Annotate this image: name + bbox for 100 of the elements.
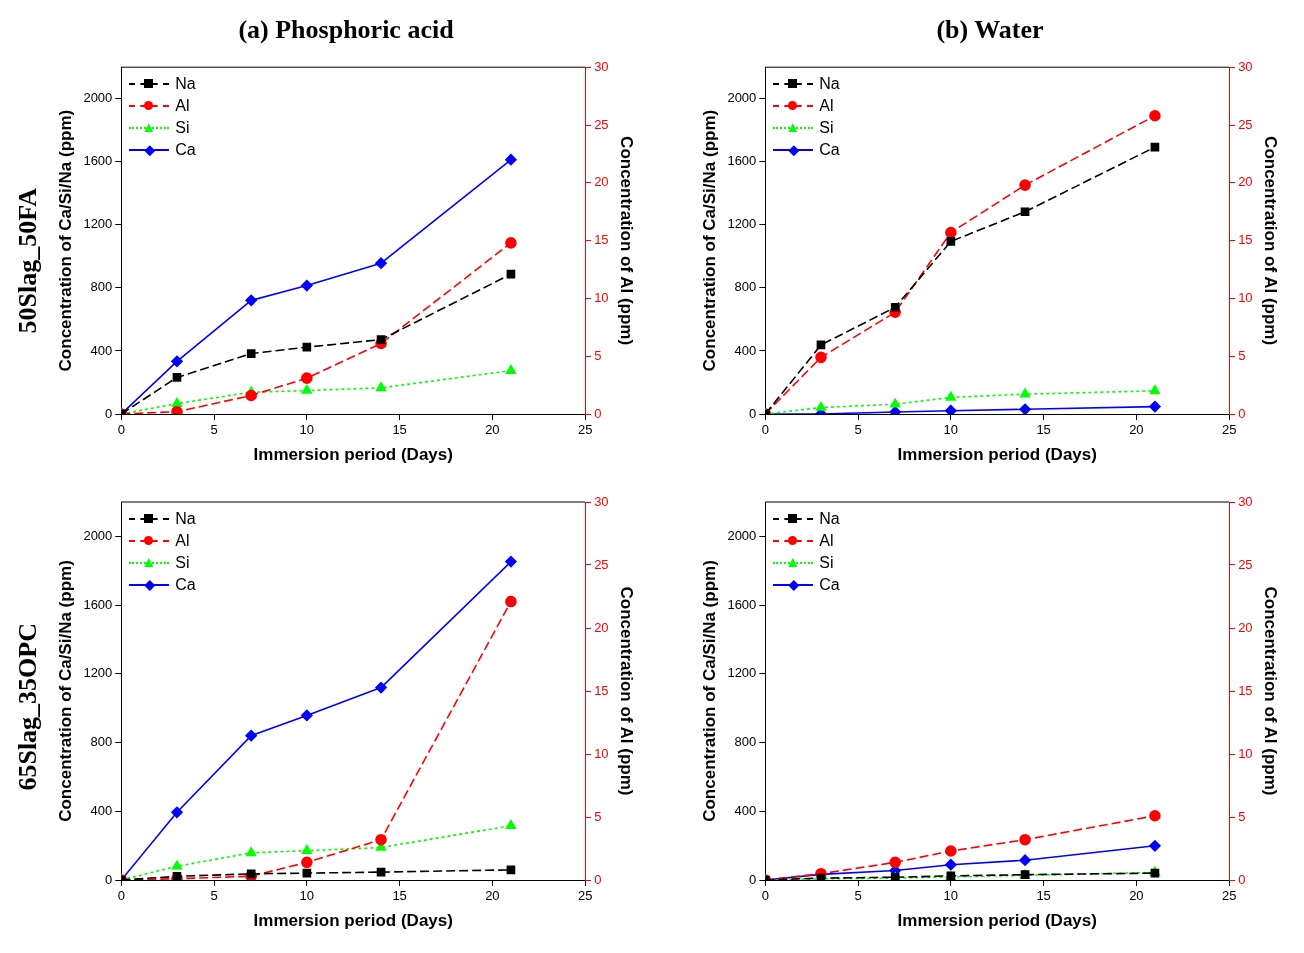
x-tick-label: 20 bbox=[485, 422, 500, 438]
legend-label: Na bbox=[175, 74, 196, 95]
x-tick-label: 10 bbox=[299, 422, 315, 438]
y2-tick-label: 10 bbox=[1238, 289, 1253, 305]
y-tick-label: 800 bbox=[734, 734, 757, 750]
y-tick-label: 0 bbox=[749, 871, 757, 887]
y2-tick-label: 30 bbox=[594, 58, 609, 74]
y-axis-title: Concentration of Ca/Si/Na (ppm) bbox=[699, 560, 719, 822]
x-tick-label: 5 bbox=[210, 422, 218, 438]
y-tick-label: 400 bbox=[734, 342, 757, 358]
chart-title: (b) Water bbox=[936, 15, 1044, 45]
y2-tick-label: 20 bbox=[594, 174, 609, 190]
legend-label: Al bbox=[819, 96, 834, 117]
y2-tick-label: 0 bbox=[594, 405, 602, 421]
x-axis-title: Immersion period (Days) bbox=[253, 911, 453, 931]
x-tick-label: 20 bbox=[485, 888, 500, 904]
x-tick-label: 15 bbox=[1036, 422, 1051, 438]
y2-tick-label: 10 bbox=[594, 289, 609, 305]
y2-tick-label: 20 bbox=[594, 619, 609, 635]
x-tick-label: 25 bbox=[577, 422, 593, 438]
y2-axis-title: Concentration of Al (ppm) bbox=[617, 136, 637, 346]
y-tick-label: 800 bbox=[90, 279, 113, 295]
legend-label: Ca bbox=[819, 575, 840, 595]
x-axis-title: Immersion period (Days) bbox=[897, 445, 1097, 465]
y2-tick-label: 15 bbox=[594, 682, 609, 698]
y-tick-label: 2000 bbox=[727, 527, 757, 543]
legend-label: Si bbox=[819, 118, 834, 139]
legend-label: Al bbox=[819, 531, 834, 551]
legend-label: Al bbox=[175, 96, 190, 117]
x-tick-label: 20 bbox=[1129, 422, 1144, 438]
y-tick-label: 0 bbox=[105, 405, 113, 421]
y2-tick-label: 5 bbox=[594, 347, 602, 363]
y-tick-label: 0 bbox=[105, 871, 113, 887]
legend-label: Si bbox=[819, 553, 834, 573]
y2-tick-label: 20 bbox=[1238, 619, 1253, 635]
y2-tick-label: 0 bbox=[1238, 405, 1246, 421]
y-tick-label: 1600 bbox=[727, 153, 757, 169]
legend-label: Si bbox=[175, 118, 190, 139]
legend-label: Na bbox=[175, 509, 196, 529]
x-tick-label: 20 bbox=[1129, 888, 1144, 904]
x-tick-label: 15 bbox=[392, 422, 407, 438]
legend-label: Na bbox=[819, 74, 840, 95]
text: 50Slag_50FA bbox=[13, 188, 43, 334]
x-tick-label: 0 bbox=[761, 888, 769, 904]
text: 65Slag_35OPC bbox=[13, 623, 43, 791]
y-tick-label: 800 bbox=[90, 734, 113, 750]
x-tick-label: 5 bbox=[210, 888, 218, 904]
legend-label: Na bbox=[819, 509, 840, 529]
y-tick-label: 2000 bbox=[83, 527, 113, 543]
y-tick-label: 0 bbox=[749, 405, 757, 421]
y-axis-title: Concentration of Ca/Si/Na (ppm) bbox=[55, 109, 75, 372]
y-tick-label: 400 bbox=[734, 802, 757, 818]
legend-label: Ca bbox=[819, 140, 840, 161]
y-axis-title: Concentration of Ca/Si/Na (ppm) bbox=[55, 560, 75, 822]
x-axis-title: Immersion period (Days) bbox=[253, 445, 453, 465]
chart-title: (a) Phosphoric acid bbox=[238, 15, 455, 45]
y2-tick-label: 30 bbox=[1238, 493, 1253, 509]
y2-tick-label: 25 bbox=[594, 116, 609, 132]
x-tick-label: 5 bbox=[854, 422, 862, 438]
x-tick-label: 25 bbox=[1221, 888, 1237, 904]
legend-label: Si bbox=[175, 553, 190, 573]
legend-label: Ca bbox=[175, 575, 196, 595]
y-tick-label: 1200 bbox=[727, 216, 757, 232]
y2-tick-label: 10 bbox=[594, 745, 609, 761]
x-tick-label: 0 bbox=[117, 422, 125, 438]
y2-tick-label: 25 bbox=[594, 556, 609, 572]
y2-tick-label: 20 bbox=[1238, 174, 1253, 190]
y-tick-label: 400 bbox=[90, 342, 113, 358]
x-tick-label: 10 bbox=[943, 422, 959, 438]
x-axis-title: Immersion period (Days) bbox=[897, 911, 1097, 931]
y2-tick-label: 10 bbox=[1238, 745, 1253, 761]
x-tick-label: 0 bbox=[761, 422, 769, 438]
x-tick-label: 10 bbox=[943, 888, 959, 904]
x-tick-label: 25 bbox=[577, 888, 593, 904]
y-axis-title: Concentration of Ca/Si/Na (ppm) bbox=[699, 109, 719, 372]
y-tick-label: 400 bbox=[90, 802, 113, 818]
x-tick-label: 15 bbox=[1036, 888, 1051, 904]
y-tick-label: 1200 bbox=[83, 665, 113, 681]
y2-tick-label: 15 bbox=[1238, 682, 1253, 698]
x-tick-label: 15 bbox=[392, 888, 407, 904]
y-tick-label: 800 bbox=[734, 279, 757, 295]
x-tick-label: 5 bbox=[854, 888, 862, 904]
y2-tick-label: 15 bbox=[1238, 232, 1253, 248]
x-tick-label: 10 bbox=[299, 888, 315, 904]
y2-axis-title: Concentration of Al (ppm) bbox=[1261, 136, 1281, 346]
y2-tick-label: 15 bbox=[594, 232, 609, 248]
y2-axis-title: Concentration of Al (ppm) bbox=[617, 586, 637, 796]
y-tick-label: 1600 bbox=[83, 153, 113, 169]
y-tick-label: 1600 bbox=[83, 596, 113, 612]
y2-tick-label: 5 bbox=[1238, 347, 1246, 363]
x-tick-label: 25 bbox=[1221, 422, 1237, 438]
y2-tick-label: 25 bbox=[1238, 116, 1253, 132]
y-tick-label: 1200 bbox=[727, 665, 757, 681]
y-tick-label: 2000 bbox=[727, 90, 757, 106]
y-tick-label: 1600 bbox=[727, 596, 757, 612]
y2-tick-label: 30 bbox=[594, 493, 609, 509]
x-tick-label: 0 bbox=[117, 888, 125, 904]
legend-label: Al bbox=[175, 531, 190, 551]
y2-tick-label: 0 bbox=[594, 871, 602, 887]
y2-tick-label: 5 bbox=[1238, 808, 1246, 824]
